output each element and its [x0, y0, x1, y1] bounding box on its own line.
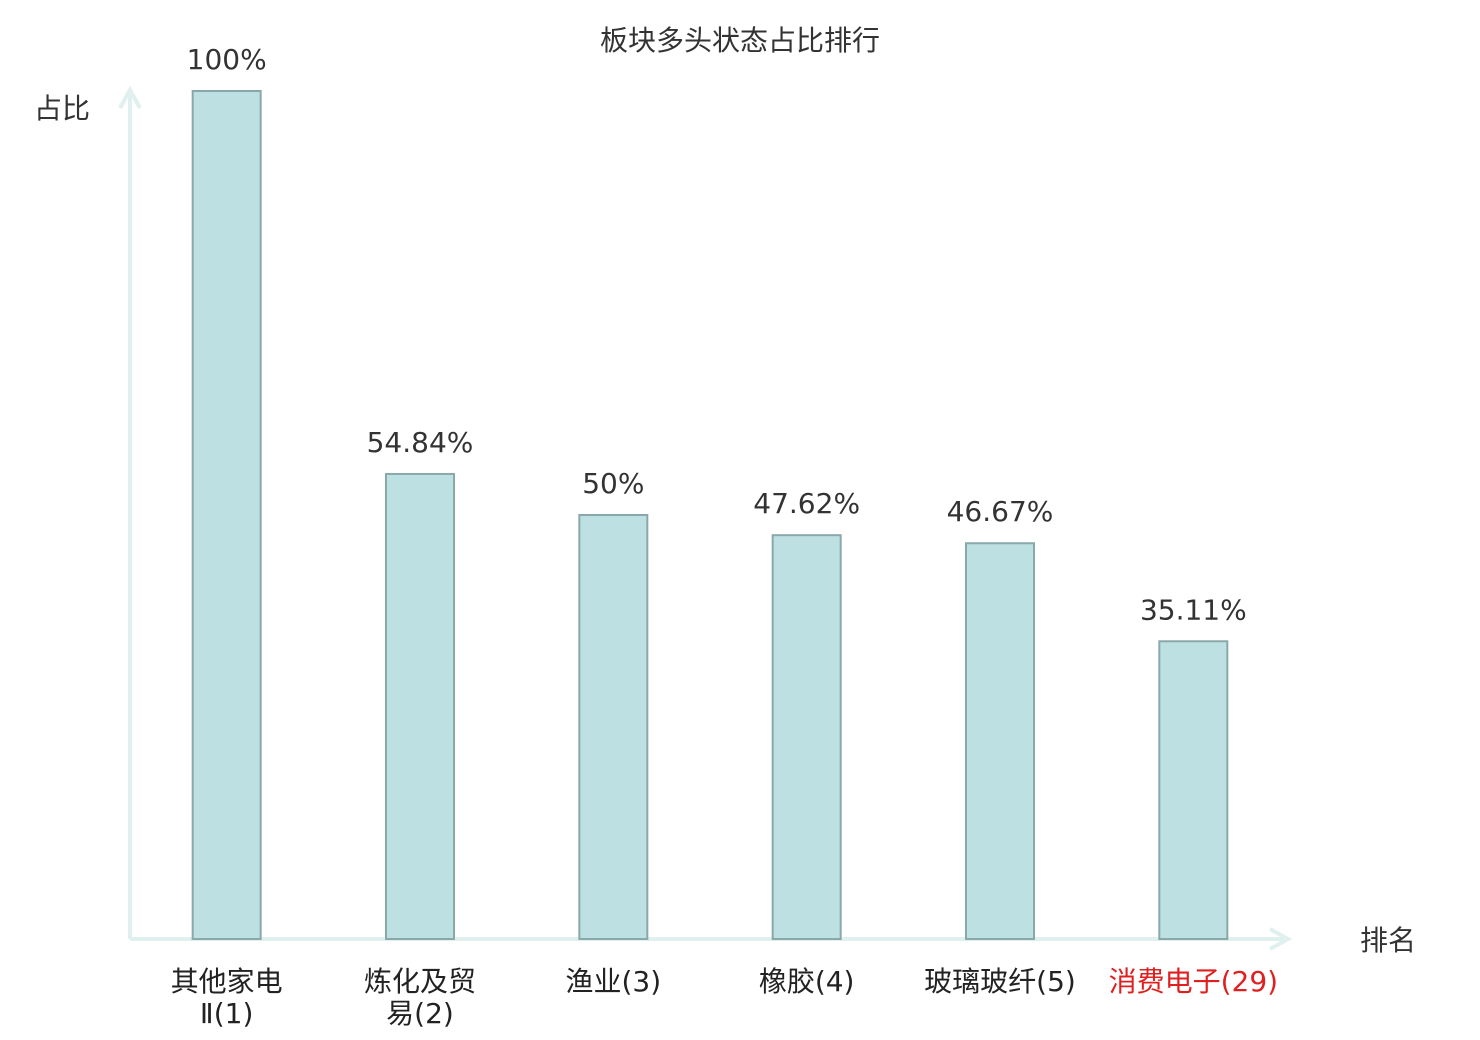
x-tick-label: 炼化及贸 易(2) [363, 965, 476, 1030]
x-axis-label: 排名 [1360, 924, 1416, 957]
chart-title: 板块多头状态占比排行 [600, 24, 880, 57]
bar [578, 514, 649, 940]
value-label: 100% [187, 43, 267, 76]
bar [1158, 640, 1229, 940]
value-label: 47.62% [753, 487, 860, 520]
y-axis-arrow [118, 85, 142, 109]
bar [385, 472, 455, 940]
bar [771, 534, 842, 940]
value-label: 46.67% [947, 495, 1054, 528]
y-axis-label: 占比 [34, 92, 90, 125]
x-axis-arrow [1269, 927, 1293, 951]
bar [965, 542, 1035, 940]
x-tick-label: 玻璃玻纤(5) [924, 965, 1076, 998]
value-label: 50% [582, 467, 644, 500]
bar [191, 90, 262, 940]
x-tick-label: 橡胶(4) [758, 965, 855, 998]
x-tick-label: 其他家电 Ⅱ(1) [170, 965, 283, 1030]
value-label: 54.84% [367, 426, 474, 459]
x-tick-label: 渔业(3) [565, 965, 662, 998]
x-tick-label: 消费电子(29) [1108, 965, 1279, 998]
value-label: 35.11% [1140, 593, 1247, 626]
